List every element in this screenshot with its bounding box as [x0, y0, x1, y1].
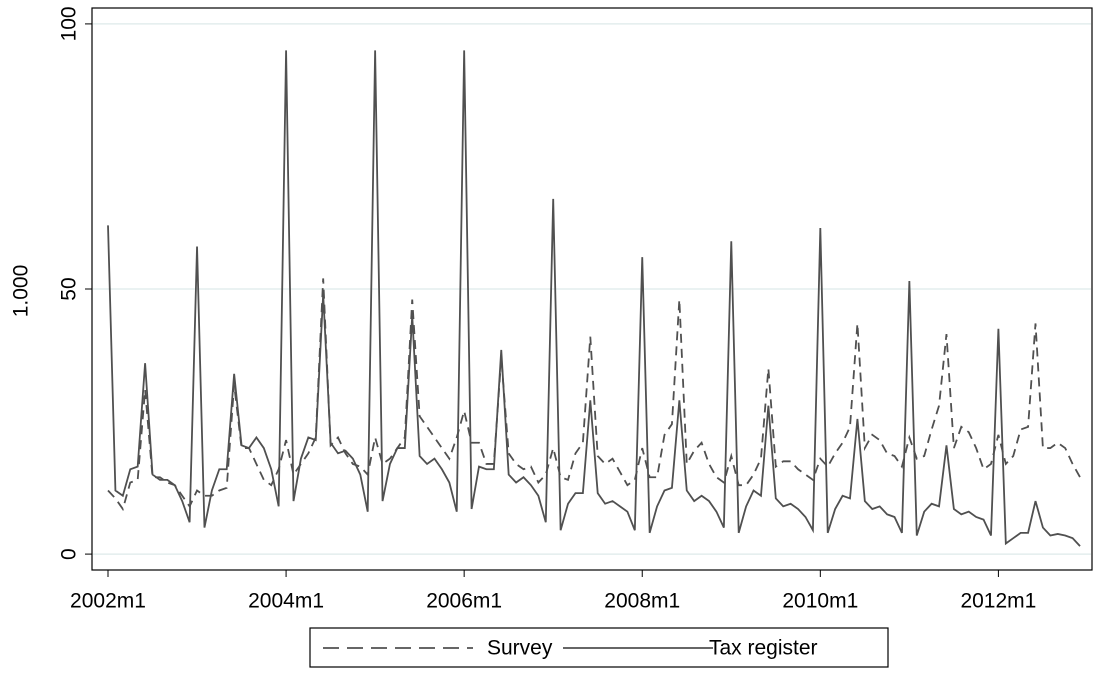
x-tick-label: 2012m1	[960, 590, 1036, 613]
series-line	[107, 50, 1081, 547]
x-tick-label: 2002m1	[70, 590, 146, 613]
legend-label: Tax register	[709, 637, 818, 660]
legend-label: Survey	[487, 637, 553, 660]
series-line	[107, 278, 1081, 512]
x-tick-label: 2004m1	[248, 590, 324, 613]
y-axis-label: 1.000	[10, 265, 33, 318]
y-tick-label: 0	[58, 548, 81, 560]
x-tick-label: 2010m1	[782, 590, 858, 613]
x-tick-label: 2006m1	[426, 590, 502, 613]
x-tick-label: 2008m1	[604, 590, 680, 613]
y-tick-label: 100	[58, 6, 81, 41]
y-tick-label: 50	[58, 277, 81, 300]
